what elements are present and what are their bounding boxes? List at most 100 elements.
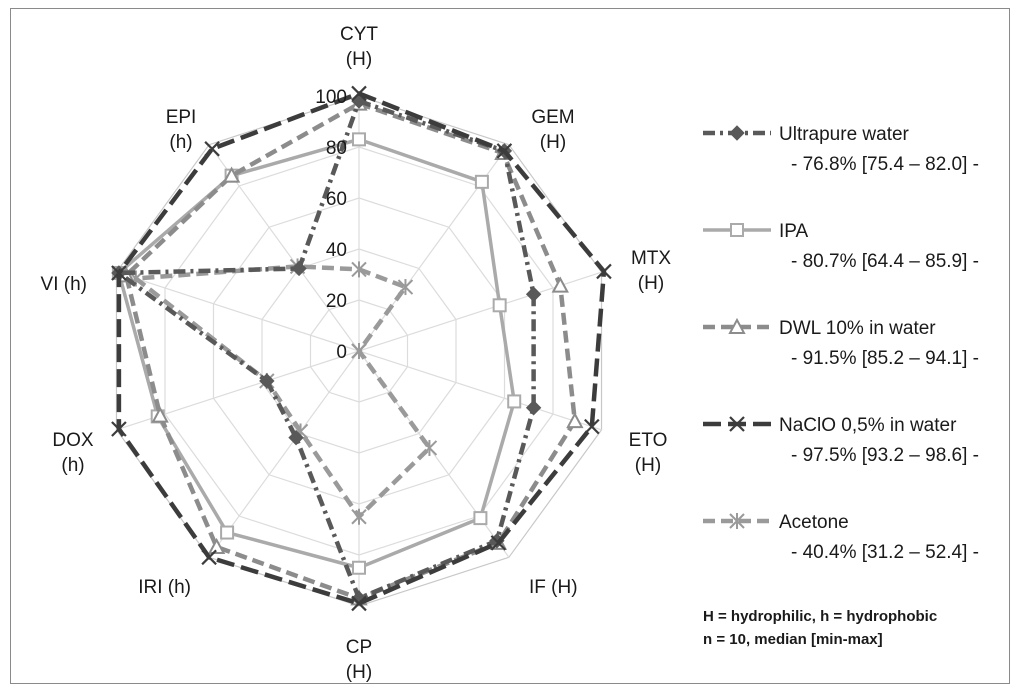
legend-label: Acetone <box>779 512 849 533</box>
data-point <box>474 174 489 189</box>
grid-spoke <box>116 271 360 352</box>
radar-series <box>111 85 612 612</box>
data-point-stroke <box>351 595 367 612</box>
data-point <box>352 132 366 147</box>
data-point <box>729 125 745 141</box>
axis-label: CP <box>346 637 372 658</box>
data-point <box>201 549 217 566</box>
data-point <box>222 166 241 183</box>
series-line <box>116 98 536 601</box>
data-point <box>525 286 542 302</box>
legend-item: IPA - 80.7% [64.4 – 85.9] - <box>703 221 979 272</box>
data-point <box>259 373 275 389</box>
series-3 <box>111 85 612 612</box>
data-point-stroke <box>351 85 367 102</box>
radial-tick-label: 40 <box>326 240 347 261</box>
data-point-stroke <box>729 416 745 432</box>
data-point <box>397 279 414 296</box>
data-point <box>111 421 127 437</box>
legend-summary: - 80.7% [64.4 – 85.9] - <box>791 251 979 272</box>
data-point <box>351 595 367 612</box>
data-point <box>496 143 513 159</box>
radial-tick-label: 100 <box>315 87 347 108</box>
data-point <box>730 223 744 237</box>
legend-label: Ultrapure water <box>779 124 910 145</box>
data-point <box>291 260 307 277</box>
axis-label: ETO <box>629 430 668 451</box>
data-point <box>351 343 367 359</box>
data-point <box>151 406 169 423</box>
series-line <box>117 137 516 570</box>
data-point <box>207 537 226 554</box>
legend-item: NaClO 0,5% in water - 97.5% [93.2 – 98.6]… <box>703 415 979 466</box>
axis-label-sub: (h) <box>61 455 84 476</box>
data-point-stroke <box>111 265 127 281</box>
axis-label: DOX <box>52 430 94 451</box>
data-point <box>351 508 367 525</box>
data-point <box>596 263 612 280</box>
legend-label: IPA <box>779 221 809 242</box>
grid-spoke <box>358 350 602 431</box>
axis-label-sub: (H) <box>638 273 664 294</box>
radial-tick-label: 20 <box>326 291 347 312</box>
data-point <box>421 439 438 456</box>
data-point <box>351 85 367 102</box>
data-point-stroke <box>496 143 513 159</box>
data-point <box>507 394 522 409</box>
data-point <box>492 298 507 313</box>
data-point-stroke <box>596 263 612 280</box>
data-point-stroke <box>111 421 127 437</box>
legend-item: DWL 10% in water - 91.5% [85.2 – 94.1] - <box>703 317 979 369</box>
radial-tick-label: 60 <box>326 189 347 210</box>
legend-summary: - 76.8% [75.4 – 82.0] - <box>791 154 979 175</box>
axis-labels: CYT (H) GEM (H) MTX (H) ETO (H) IF (H) CP (H) IRI (… <box>41 24 672 683</box>
legend-item: Ultrapure water - 76.8% [75.4 – 82.0] - <box>703 124 979 175</box>
axis-label: CYT <box>340 24 378 45</box>
radial-tick-label: 0 <box>336 342 347 363</box>
axis-label-sub: (H) <box>635 455 661 476</box>
chart-note: H = hydrophilic, h = hydrophobic <box>703 608 937 625</box>
data-point <box>288 429 304 446</box>
axis-label-sub: (H) <box>540 132 566 153</box>
axis-label: GEM <box>531 107 574 128</box>
series-4 <box>128 258 438 525</box>
data-point <box>729 513 745 529</box>
radial-tick-label: 80 <box>326 138 347 159</box>
chart-frame: 0 20 40 60 80 100 CYT (H) GEM (H) MTX (H) ETO (H) IF … <box>10 8 1010 684</box>
radar-chart: 0 20 40 60 80 100 CYT (H) GEM (H) MTX (H) ETO (H) IF … <box>41 24 979 683</box>
legend-summary: - 97.5% [93.2 – 98.6] - <box>791 445 979 466</box>
legend-summary: - 91.5% [85.2 – 94.1] - <box>791 348 979 369</box>
data-point-stroke <box>204 141 220 157</box>
legend-label: NaClO 0,5% in water <box>779 415 957 436</box>
axis-label: VI (h) <box>41 274 87 295</box>
data-point <box>111 265 127 281</box>
data-point <box>352 560 366 575</box>
axis-label-sub: (H) <box>346 49 372 70</box>
grid-spoke <box>208 350 360 558</box>
axis-label-sub: (H) <box>346 662 372 683</box>
legend-label: DWL 10% in water <box>779 318 936 339</box>
data-point-stroke <box>490 535 507 551</box>
data-point <box>566 412 584 429</box>
data-point <box>204 141 220 157</box>
data-point <box>473 511 488 526</box>
radial-tick-labels: 0 20 40 60 80 100 <box>315 87 347 363</box>
data-point <box>490 535 507 551</box>
chart-notes: H = hydrophilic, h = hydrophobic n = 10, … <box>703 608 937 648</box>
axis-label: IRI (h) <box>138 577 191 598</box>
data-point <box>525 400 542 416</box>
axis-label-sub: (h) <box>169 132 192 153</box>
axis-label: MTX <box>631 248 671 269</box>
data-point <box>551 276 569 293</box>
legend-item: Acetone - 40.4% [31.2 – 52.4] - <box>703 512 979 563</box>
data-point-stroke <box>201 549 217 566</box>
data-point <box>728 317 746 334</box>
axis-label: IF (H) <box>529 577 578 598</box>
data-point <box>220 525 235 540</box>
legend-summary: - 40.4% [31.2 – 52.4] - <box>791 542 979 563</box>
data-point <box>351 261 367 278</box>
data-point-stroke <box>584 418 600 435</box>
series-0 <box>111 93 542 607</box>
series-line <box>116 91 607 606</box>
chart-note: n = 10, median [min-max] <box>703 631 883 648</box>
